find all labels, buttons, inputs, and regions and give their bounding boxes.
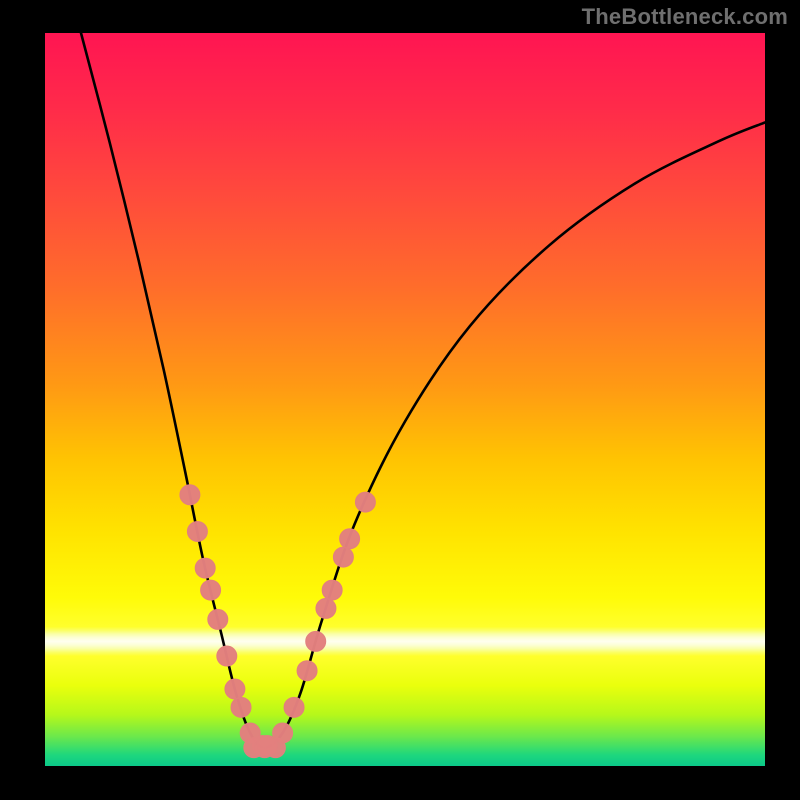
curve-marker xyxy=(333,547,353,567)
chart-stage: TheBottleneck.com xyxy=(0,0,800,800)
curve-marker xyxy=(340,529,360,549)
curve-marker xyxy=(180,485,200,505)
curve-marker xyxy=(306,631,326,651)
curve-marker xyxy=(231,697,251,717)
curve-marker xyxy=(273,723,293,743)
curve-marker xyxy=(297,661,317,681)
curve-marker xyxy=(201,580,221,600)
curve-marker xyxy=(195,558,215,578)
gradient-background xyxy=(45,33,765,766)
curve-marker xyxy=(355,492,375,512)
curve-marker xyxy=(187,521,207,541)
curve-marker xyxy=(208,609,228,629)
curve-marker xyxy=(316,598,336,618)
curve-marker xyxy=(322,580,342,600)
curve-marker xyxy=(284,697,304,717)
watermark-label: TheBottleneck.com xyxy=(582,4,788,30)
curve-marker xyxy=(217,646,237,666)
curve-marker xyxy=(225,679,245,699)
bottleneck-chart xyxy=(0,0,800,800)
